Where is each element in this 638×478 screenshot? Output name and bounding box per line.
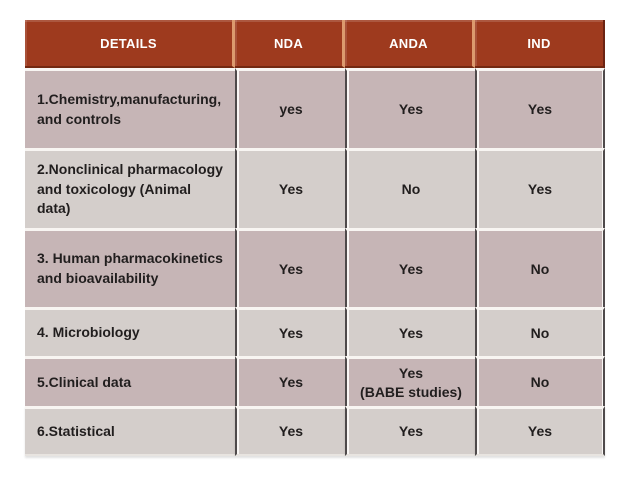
- cell-anda: Yes: [345, 406, 475, 456]
- cell-nda: Yes: [235, 228, 345, 307]
- cell-anda: Yes: [345, 68, 475, 148]
- cell-ind: Yes: [475, 68, 605, 148]
- row-label: 6.Statistical: [25, 406, 235, 456]
- header-cell-ind: IND: [475, 20, 605, 68]
- cell-ind: No: [475, 228, 605, 307]
- header-cell-anda: ANDA: [345, 20, 475, 68]
- cell-nda: Yes: [235, 148, 345, 228]
- cell-ind: No: [475, 307, 605, 356]
- cell-ind: Yes: [475, 406, 605, 456]
- cell-anda: Yes (BABE studies): [345, 356, 475, 406]
- row-label: 2.Nonclinical pharmacology and toxicolog…: [25, 148, 235, 228]
- row-label: 3. Human pharmacokinetics and bioavailab…: [25, 228, 235, 307]
- cell-ind: Yes: [475, 148, 605, 228]
- cell-ind: No: [475, 356, 605, 406]
- cell-anda: Yes: [345, 228, 475, 307]
- cell-nda: yes: [235, 68, 345, 148]
- row-label: 1.Chemistry,manufacturing, and controls: [25, 68, 235, 148]
- drug-application-requirements-table: DETAILS NDA ANDA IND 1.Chemistry,manufac…: [25, 20, 605, 456]
- cell-nda: Yes: [235, 356, 345, 406]
- row-label: 4. Microbiology: [25, 307, 235, 356]
- row-label: 5.Clinical data: [25, 356, 235, 406]
- cell-nda: Yes: [235, 307, 345, 356]
- cell-nda: Yes: [235, 406, 345, 456]
- header-cell-nda: NDA: [235, 20, 345, 68]
- header-cell-details: DETAILS: [25, 20, 235, 68]
- cell-anda: Yes: [345, 307, 475, 356]
- cell-anda: No: [345, 148, 475, 228]
